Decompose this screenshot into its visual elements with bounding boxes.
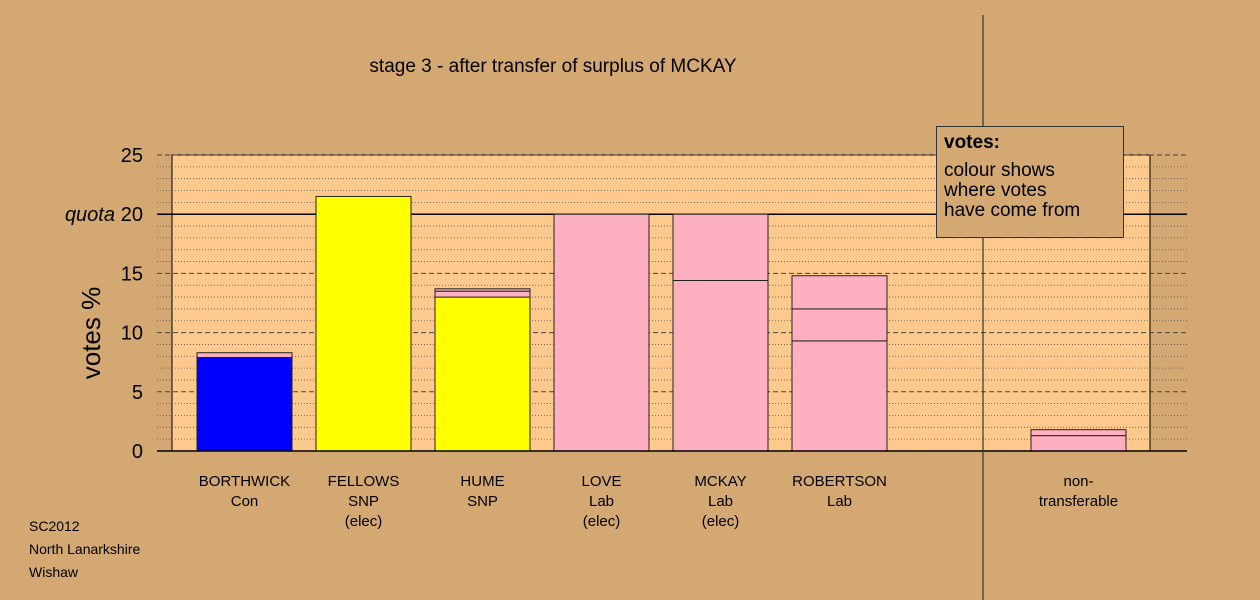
bar-segment — [196, 356, 293, 452]
category-label: (elec) — [702, 513, 740, 530]
y-tick-label: 20 — [121, 204, 143, 226]
bar-segment — [434, 296, 531, 452]
bar-segment — [434, 288, 531, 292]
legend-line: have come from — [944, 200, 1081, 221]
category-label: SNP — [467, 493, 498, 510]
category-label: (elec) — [583, 513, 621, 530]
y-tick-label: 10 — [121, 323, 143, 345]
y-axis-label: votes % — [76, 287, 106, 380]
footer-ward: Wishaw — [29, 564, 79, 580]
category-label: Con — [231, 493, 259, 510]
y-tick-label: 25 — [121, 145, 143, 167]
bar-segment — [553, 213, 650, 452]
quota-label: quota — [65, 204, 115, 226]
nontransferable-bar-segment — [1030, 429, 1127, 437]
chart-title: stage 3 - after transfer of surplus of M… — [369, 56, 736, 77]
category-label: ROBERTSON — [792, 473, 887, 490]
legend-line: where votes — [944, 180, 1047, 201]
bar-segment — [791, 275, 888, 310]
category-label: LOVE — [581, 473, 621, 490]
bar-segment — [672, 280, 769, 452]
y-tick-label: 5 — [132, 382, 143, 404]
category-label: FELLOWS — [328, 473, 400, 490]
bar-segment — [434, 290, 531, 298]
bar-segment — [791, 308, 888, 342]
y-tick-label: 15 — [121, 263, 143, 285]
footer: SC2012 North Lanarkshire Wishaw — [29, 515, 140, 584]
footer-election: SC2012 — [29, 518, 80, 534]
bar-segment — [791, 340, 888, 452]
category-label: transferable — [1039, 493, 1118, 510]
bar-segment — [315, 195, 412, 452]
footer-council: North Lanarkshire — [29, 541, 141, 557]
category-label: non- — [1063, 473, 1093, 490]
category-label: SNP — [348, 493, 379, 510]
legend: votes: colour shows where votes have com… — [936, 126, 1124, 238]
nontransferable-bar-segment — [1030, 435, 1127, 452]
category-label: Lab — [708, 493, 733, 510]
category-label: Lab — [827, 493, 852, 510]
category-label: MCKAY — [694, 473, 746, 490]
bar-segment — [196, 352, 293, 358]
legend-line: colour shows — [944, 160, 1055, 181]
category-label: (elec) — [345, 513, 383, 530]
category-label: HUME — [460, 473, 504, 490]
category-label: BORTHWICK — [199, 473, 290, 490]
bar-segment — [672, 213, 769, 282]
category-label: Lab — [589, 493, 614, 510]
y-tick-label: 0 — [132, 441, 143, 463]
legend-title: votes: — [944, 132, 1000, 153]
